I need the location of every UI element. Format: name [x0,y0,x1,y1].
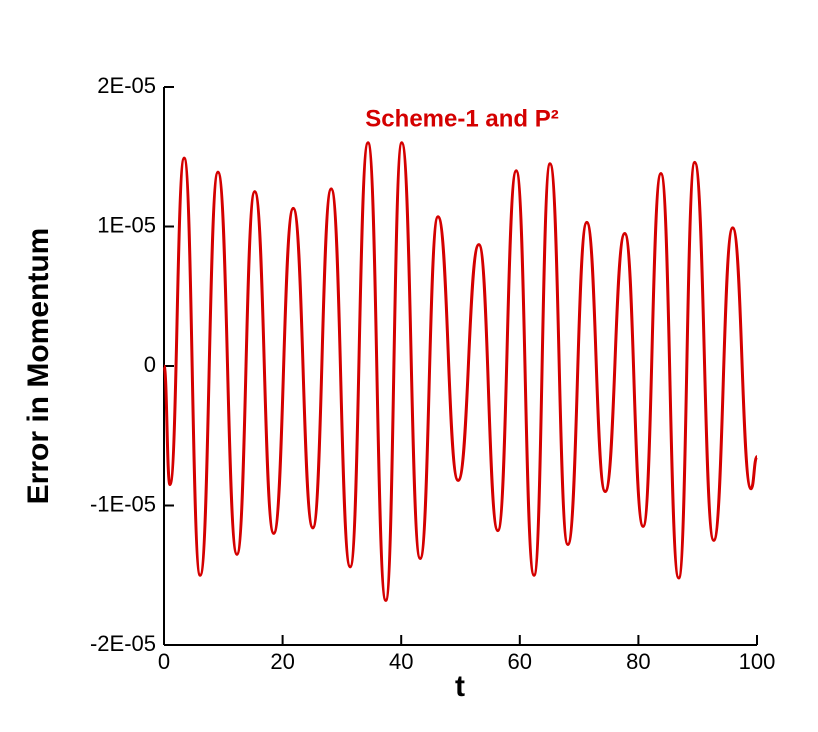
x-tick-label: 80 [626,649,650,674]
x-axis-title: t [455,670,465,703]
x-tick-label: 20 [270,649,294,674]
x-tick-label: 0 [158,649,170,674]
data-line [162,141,759,602]
x-tick-label: 100 [739,649,776,674]
y-tick-label: -1E-05 [90,491,156,516]
annotation: Scheme-1 and P² [365,105,558,132]
x-tick-label: 40 [389,649,413,674]
y-tick-label: 2E-05 [97,73,156,98]
y-tick-label: -2E-05 [90,631,156,656]
y-tick-label: 1E-05 [97,212,156,237]
x-tick-label: 60 [508,649,532,674]
y-axis-title: Error in Momentum [22,228,55,505]
y-tick-label: 0 [144,352,156,377]
